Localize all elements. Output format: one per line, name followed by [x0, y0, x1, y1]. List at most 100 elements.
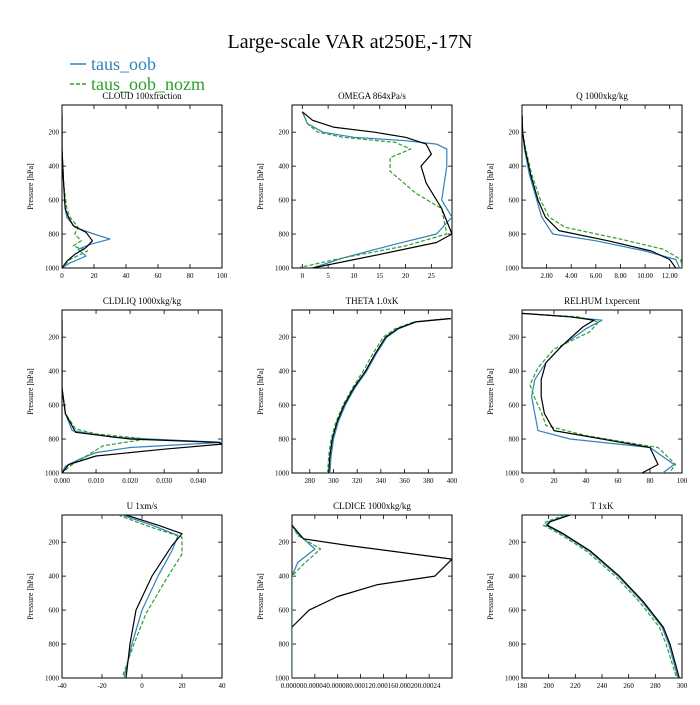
y-tick-label: 800 — [509, 436, 520, 444]
legend-label-taus-oob-nozm: taus_oob_nozm — [91, 74, 205, 94]
y-tick-label: 800 — [49, 436, 60, 444]
y-tick-label: 1000 — [45, 675, 60, 683]
y-tick-label: 200 — [49, 539, 60, 547]
x-tick-label: 100 — [217, 272, 228, 280]
plot-frame — [521, 104, 683, 269]
y-tick-label: 600 — [509, 607, 520, 615]
y-tick-label: 1000 — [45, 265, 60, 273]
x-tick-label: 40 — [123, 272, 131, 280]
x-tick-label: 60 — [615, 477, 623, 485]
panel-omega: OMEGA 864xPa/s 200 400 600 800 1000 0 5 10 15 20 25… — [256, 91, 453, 280]
x-tick-label: 40 — [219, 682, 227, 690]
legend-label-taus-oob: taus_oob — [91, 54, 156, 74]
y-tick-label: 600 — [49, 402, 60, 410]
x-tick-label: 20 — [402, 272, 410, 280]
series-line-control — [522, 115, 677, 268]
y-tick-label: 600 — [279, 607, 290, 615]
legend: taus_oob taus_oob_nozm — [70, 54, 205, 94]
x-tick-label: 300 — [677, 682, 688, 690]
series-line-control — [292, 524, 452, 628]
y-tick-label: 400 — [49, 573, 60, 581]
x-tick-label: 340 — [376, 477, 387, 485]
x-tick-label: 220 — [570, 682, 581, 690]
panel-theta: THETA 1.0xK 200 400 600 800 1000 280 300 320 340 3… — [256, 296, 458, 485]
plot-frame — [61, 104, 223, 269]
y-tick-label: 400 — [49, 163, 60, 171]
x-tick-label: -20 — [97, 682, 107, 690]
y-axis-label: Pressure [hPa] — [256, 163, 265, 210]
x-tick-label: 20 — [551, 477, 559, 485]
series-line-taus-oob — [545, 515, 679, 678]
y-tick-label: 1000 — [45, 470, 60, 478]
y-tick-label: 200 — [49, 129, 60, 137]
x-tick-label: 0 — [520, 477, 524, 485]
x-tick-label: 20 — [179, 682, 187, 690]
panel-title: THETA 1.0xK — [346, 296, 399, 306]
y-tick-label: 400 — [279, 368, 290, 376]
x-tick-label: 100 — [677, 477, 688, 485]
panel-u: U 1xm/s 200 400 600 800 1000-40 -20 0 20 40 Pressu… — [26, 501, 226, 690]
y-tick-label: 1000 — [275, 265, 290, 273]
y-tick-label: 200 — [279, 129, 290, 137]
plot-frame — [291, 104, 453, 269]
y-axis-label: Pressure [hPa] — [486, 163, 495, 210]
series-line-taus-oob — [522, 312, 675, 473]
series-line-control — [62, 115, 94, 268]
series-line-control — [546, 515, 680, 678]
x-tick-label: 8.00 — [614, 272, 627, 280]
panel-q: Q 1000xkg/kg 200 400 600 800 1000 2.00 4.00 6.00… — [486, 91, 683, 280]
x-tick-label: 200 — [543, 682, 554, 690]
series-line-control — [62, 320, 222, 473]
x-tick-label: 0.00020 — [395, 682, 418, 690]
series-line-control — [522, 312, 659, 473]
y-tick-label: 600 — [509, 197, 520, 205]
x-tick-label: 0 — [301, 272, 305, 280]
panel-title: RELHUM 1xpercent — [564, 296, 640, 306]
series-line-taus-oob-nozm — [542, 515, 678, 678]
x-tick-label: 4.00 — [565, 272, 578, 280]
panel-title: CLDLIQ 1000xkg/kg — [103, 296, 182, 306]
figure-title: Large-scale VAR at250E,-17N — [228, 31, 473, 53]
x-tick-label: 0.00016 — [372, 682, 395, 690]
x-tick-label: 280 — [305, 477, 316, 485]
plot-frame — [521, 309, 683, 474]
series-line-taus-oob-nozm — [117, 515, 183, 678]
x-tick-label: 240 — [597, 682, 608, 690]
y-tick-label: 1000 — [505, 675, 520, 683]
series-line-control — [301, 111, 452, 268]
y-tick-label: 200 — [279, 539, 290, 547]
x-tick-label: 5 — [326, 272, 330, 280]
plot-frame — [61, 309, 223, 474]
y-axis-label: Pressure [hPa] — [26, 163, 35, 210]
x-tick-label: 0.00024 — [418, 682, 441, 690]
x-tick-label: 320 — [352, 477, 363, 485]
series-line-taus-oob-nozm — [327, 317, 450, 473]
series-line-taus-oob — [301, 111, 452, 268]
y-tick-label: 600 — [49, 197, 60, 205]
series-line-taus-oob-nozm — [297, 111, 448, 268]
series-line-taus-oob-nozm — [62, 320, 148, 473]
y-tick-label: 600 — [279, 197, 290, 205]
y-tick-label: 600 — [279, 402, 290, 410]
y-tick-label: 800 — [279, 231, 290, 239]
series-line-taus-oob — [292, 524, 316, 678]
x-tick-label: -40 — [57, 682, 67, 690]
x-tick-label: 0.00004 — [303, 682, 326, 690]
x-tick-label: 10.00 — [637, 272, 653, 280]
plot-frame — [291, 514, 453, 679]
y-axis-label: Pressure [hPa] — [256, 573, 265, 620]
y-axis-label: Pressure [hPa] — [486, 573, 495, 620]
y-tick-label: 800 — [279, 436, 290, 444]
y-tick-label: 800 — [509, 231, 520, 239]
x-tick-label: 380 — [423, 477, 434, 485]
x-tick-label: 60 — [155, 272, 163, 280]
x-tick-label: 80 — [187, 272, 195, 280]
x-tick-label: 0.00000 — [281, 682, 304, 690]
y-tick-label: 200 — [279, 334, 290, 342]
y-tick-label: 400 — [509, 573, 520, 581]
